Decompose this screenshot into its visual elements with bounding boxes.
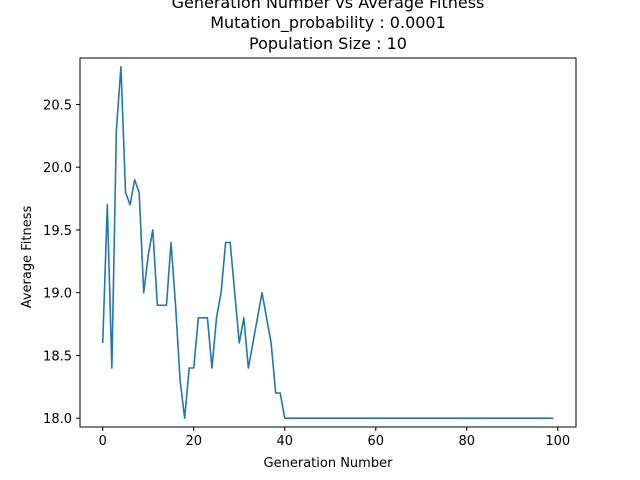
- plot-frame: [79, 57, 577, 428]
- y-tick-label: 19.5: [43, 224, 72, 239]
- x-axis-label: Generation Number: [264, 456, 394, 471]
- y-axis: 18.0 18.5 19.0 19.5 20.0 20.5: [43, 98, 80, 427]
- series-line: [101, 65, 554, 420]
- y-tick-label: 19.0: [43, 287, 72, 302]
- x-tick-label: 40: [276, 434, 293, 449]
- y-tick-label: 18.5: [43, 349, 72, 364]
- chart-subtitle-population: Population Size : 10: [249, 34, 407, 53]
- y-tick-label: 20.5: [43, 98, 72, 113]
- y-tick-label: 20.0: [43, 161, 72, 176]
- x-tick-label: 60: [368, 434, 385, 449]
- x-tick-label: 80: [459, 434, 476, 449]
- x-tick-label: 100: [545, 434, 570, 449]
- y-axis-label: Average Fitness: [20, 206, 35, 309]
- x-tick-label: 0: [99, 434, 107, 449]
- chart-title: Generation Number vs Average Fitness: [172, 0, 485, 12]
- series-layer: [101, 65, 554, 420]
- plot-area: [79, 57, 577, 428]
- chart-subtitle-mutation: Mutation_probability : 0.0001: [210, 13, 446, 33]
- x-tick-label: 20: [185, 434, 202, 449]
- chart-titles: Generation Number vs Average Fitness Mut…: [172, 0, 485, 53]
- x-axis: 0 20 40 60 80 100: [99, 427, 570, 449]
- y-tick-label: 18.0: [43, 412, 72, 427]
